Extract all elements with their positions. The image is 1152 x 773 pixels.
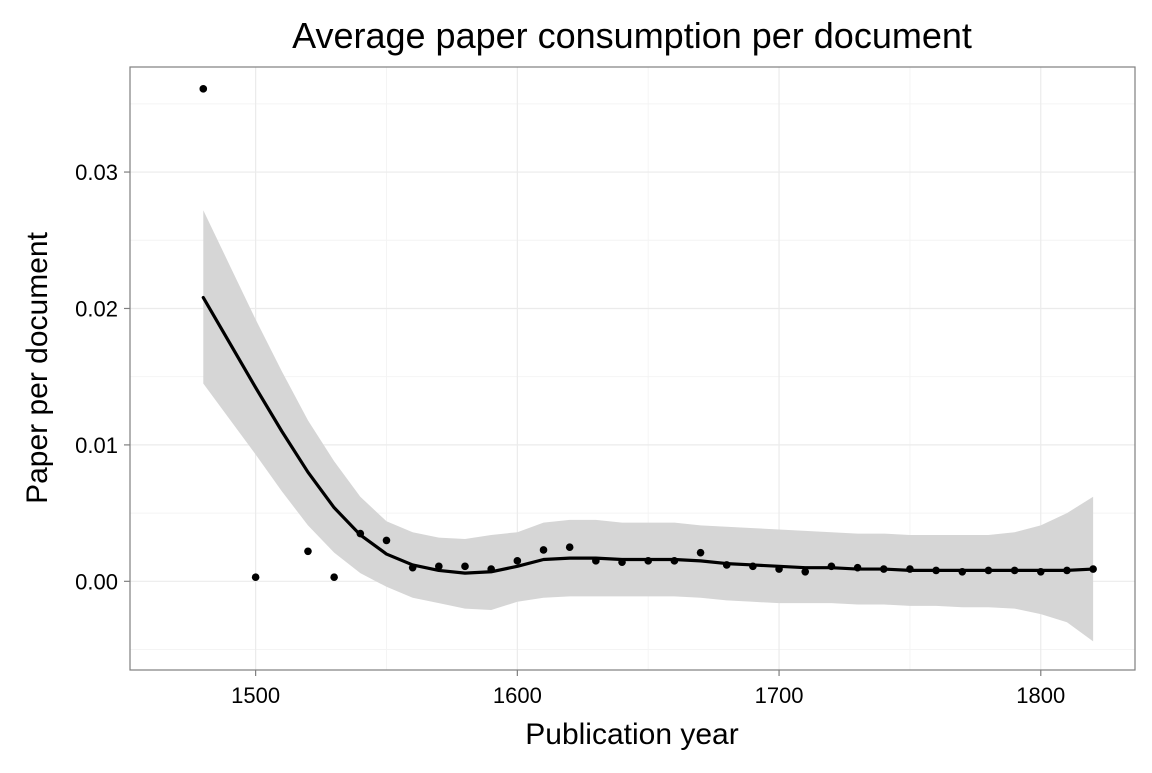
data-points-layer: [199, 85, 1097, 582]
data-point: [722, 561, 731, 569]
data-point: [696, 548, 705, 557]
chart-title: Average paper consumption per document: [292, 15, 972, 56]
data-point: [592, 557, 600, 565]
data-point: [435, 562, 443, 571]
y-axis-label: Paper per document: [21, 231, 54, 503]
data-point: [1036, 567, 1045, 576]
data-point: [330, 573, 338, 582]
data-point: [670, 557, 679, 565]
data-point: [1010, 566, 1019, 575]
data-point: [539, 546, 548, 554]
x-tick-label: 1600: [493, 683, 542, 708]
data-point: [1063, 566, 1071, 575]
x-tick-label: 1500: [231, 683, 280, 708]
data-point: [749, 562, 757, 571]
data-point: [382, 536, 391, 545]
data-point: [879, 565, 888, 573]
data-point: [513, 557, 522, 565]
data-point: [251, 573, 260, 582]
data-point: [408, 563, 417, 572]
data-point: [801, 567, 810, 576]
data-point: [984, 566, 993, 575]
plot-panel-border: [129, 66, 1136, 671]
data-point: [853, 563, 862, 572]
x-tick-label: 1800: [1016, 683, 1065, 708]
data-point: [958, 567, 967, 576]
data-point: [461, 562, 469, 571]
data-point: [304, 547, 312, 556]
y-tick-label: 0.01: [75, 433, 118, 458]
y-tick-label: 0.00: [75, 569, 118, 594]
data-point: [356, 529, 365, 538]
data-point: [906, 565, 914, 573]
data-point: [618, 558, 626, 567]
data-point: [644, 557, 652, 565]
data-point: [775, 565, 783, 573]
confidence-band-layer: [203, 210, 1094, 642]
x-tick-label: 1700: [755, 683, 804, 708]
y-tick-label: 0.02: [75, 296, 118, 321]
data-point: [1089, 565, 1097, 573]
y-tick-label: 0.03: [75, 160, 118, 185]
data-point: [827, 562, 836, 571]
data-point: [565, 543, 574, 552]
confidence-band: [203, 210, 1094, 642]
data-point: [487, 565, 495, 573]
axes-layer: 1500 1600 1700 1800 0.00 0.01 0.02 0.03: [75, 160, 1065, 708]
x-axis-label: Publication year: [525, 718, 738, 751]
data-point: [199, 85, 208, 93]
data-point: [932, 566, 940, 575]
